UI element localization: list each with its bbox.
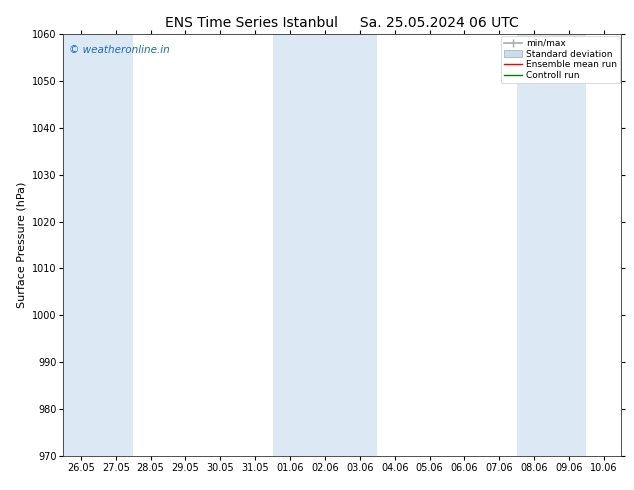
Y-axis label: Surface Pressure (hPa): Surface Pressure (hPa) [16,182,26,308]
Bar [307,34,342,456]
Bar [552,34,586,456]
Bar [342,34,377,456]
Bar [63,34,98,456]
Bar [273,34,307,456]
Bar [517,34,552,456]
Legend: min/max, Standard deviation, Ensemble mean run, Controll run: min/max, Standard deviation, Ensemble me… [501,36,619,83]
Bar [98,34,133,456]
Title: ENS Time Series Istanbul     Sa. 25.05.2024 06 UTC: ENS Time Series Istanbul Sa. 25.05.2024 … [165,16,519,30]
Text: © weatheronline.in: © weatheronline.in [69,45,170,55]
